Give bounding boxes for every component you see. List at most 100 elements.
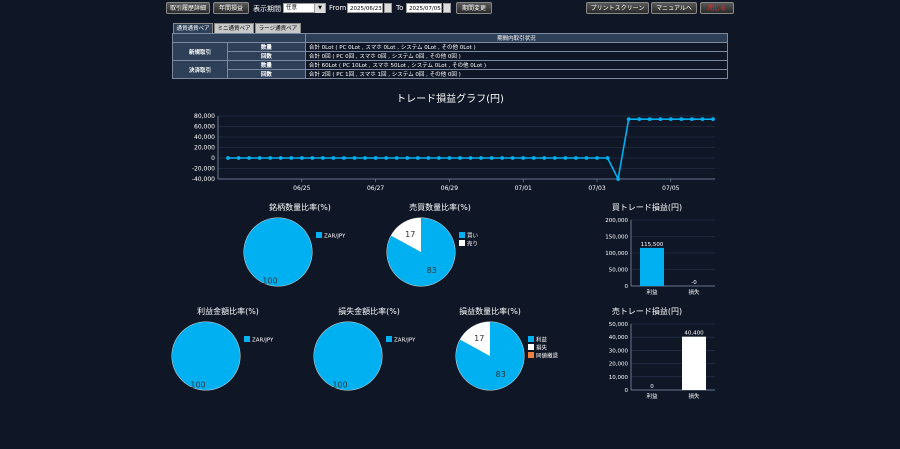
x-tick-label: 06/29 bbox=[441, 185, 458, 192]
loss-amount-pie: 100 ZAR/JPY bbox=[313, 321, 416, 391]
legend-label: ZAR/JPY bbox=[324, 234, 346, 240]
from-date-input[interactable]: 2025/06/23 bbox=[347, 3, 383, 13]
pnl-data-point bbox=[626, 117, 631, 122]
bar-value-label: 40,400 bbox=[684, 331, 704, 337]
tab-mini-pair[interactable]: ミニ通貨ペア bbox=[214, 23, 254, 33]
y-tick-label: 60,000 bbox=[194, 124, 215, 131]
legend-swatch bbox=[386, 336, 392, 342]
pie-slice-label: 17 bbox=[405, 230, 415, 239]
to-date-input[interactable]: 2025/07/05 bbox=[406, 3, 442, 13]
summary-header: 期間内取引状況 bbox=[304, 33, 729, 43]
y-tick-label: 100,000 bbox=[605, 251, 628, 257]
pie-slice-label: 100 bbox=[190, 380, 205, 389]
legend-swatch bbox=[528, 352, 534, 358]
x-tick-label: 損失 bbox=[688, 288, 700, 296]
pie-slice bbox=[391, 218, 421, 252]
pnl-data-point bbox=[489, 156, 494, 160]
row-label: 数量 bbox=[227, 42, 306, 52]
legend-swatch bbox=[316, 232, 322, 238]
legend-label: 売り bbox=[467, 240, 478, 248]
row-value: 合計 0Lot ( PC 0Lot , スマホ 0Lot , システム 0Lot… bbox=[304, 42, 729, 52]
y-tick-label: -40,000 bbox=[192, 176, 215, 183]
tab-large-pair[interactable]: ラージ通貨ペア bbox=[255, 23, 301, 33]
period-select-value: 任意 bbox=[286, 5, 298, 11]
pnl-data-point bbox=[373, 156, 378, 160]
y-tick-label: 50,000 bbox=[609, 322, 629, 328]
pnl-data-point bbox=[605, 156, 610, 160]
pnl-data-point bbox=[226, 156, 230, 160]
pnl-data-point bbox=[679, 117, 684, 122]
pie-slice-label: 83 bbox=[496, 370, 506, 379]
pnl-data-point bbox=[342, 156, 346, 160]
x-tick-label: 07/03 bbox=[588, 185, 605, 192]
x-tick-label: 06/25 bbox=[293, 185, 310, 192]
y-tick-label: 20,000 bbox=[194, 145, 215, 152]
trade-summary-table: 期間内取引状況 新規取引 数量 合計 0Lot ( PC 0Lot , スマホ … bbox=[172, 33, 729, 79]
row-value: 合計 2回 ( PC 1回 , スマホ 1回 , システム 0回 , その他 0… bbox=[304, 69, 729, 79]
pnl-data-point bbox=[711, 117, 715, 122]
pnl-data-point bbox=[521, 156, 526, 160]
pnl-data-point bbox=[510, 156, 515, 160]
pie-slice-label: 100 bbox=[262, 276, 277, 285]
y-tick-label: 0 bbox=[211, 155, 215, 162]
legend-swatch bbox=[528, 344, 534, 350]
row-value: 合計 0回 ( PC 0回 , スマホ 0回 , システム 0回 , その他 0… bbox=[304, 51, 729, 61]
pnl-data-point bbox=[247, 156, 251, 160]
row-label: 回数 bbox=[227, 69, 306, 79]
pnl-series-line bbox=[228, 118, 713, 182]
calendar-icon[interactable] bbox=[443, 3, 451, 13]
pie-slice bbox=[172, 322, 240, 390]
legend-swatch bbox=[244, 336, 250, 342]
legend-label: ZAR/JPY bbox=[394, 338, 416, 344]
row-label: 回数 bbox=[227, 51, 306, 61]
pnl-data-point bbox=[552, 156, 557, 160]
y-tick-label: 200,000 bbox=[605, 218, 628, 224]
pie-title: 銘柄数量比率(%) bbox=[269, 203, 331, 212]
bar-title: 買トレード損益(円) bbox=[611, 203, 683, 212]
close-button[interactable]: 閉じる bbox=[700, 2, 734, 14]
print-screen-button[interactable]: プリントスクリーン bbox=[586, 2, 649, 14]
chevron-down-icon: ▼ bbox=[314, 4, 325, 13]
display-period-label: 表示期間 bbox=[253, 5, 281, 13]
y-tick-label: 40,000 bbox=[194, 134, 215, 141]
legend-swatch bbox=[459, 240, 465, 246]
y-tick-label: 0 bbox=[625, 284, 629, 290]
pnl-data-point bbox=[405, 156, 410, 160]
trade-detail-button[interactable]: 取引履歴詳細 bbox=[166, 2, 210, 14]
trade-pnl-line-chart: 80,000 60,000 40,000 20,000 0 -20,000 -40,000 0… bbox=[192, 113, 715, 192]
x-tick-label: 06/27 bbox=[367, 185, 384, 192]
pnl-data-point bbox=[310, 156, 315, 160]
symbol-quantity-pie: 100 ZAR/JPY bbox=[243, 217, 346, 287]
pnl-data-point bbox=[658, 117, 663, 122]
pnl-data-point bbox=[458, 156, 462, 160]
bar-title: 売トレード損益(円) bbox=[611, 307, 683, 316]
pie-title: 損益数量比率(%) bbox=[459, 307, 521, 316]
pie-slice-label: 100 bbox=[332, 380, 347, 389]
legend-swatch bbox=[459, 232, 465, 238]
pnl-data-point bbox=[320, 156, 325, 160]
period-select[interactable]: 任意 ▼ bbox=[283, 3, 326, 13]
tab-standard-pair[interactable]: 通貨通貨ペア bbox=[173, 23, 213, 33]
pie-slice bbox=[460, 322, 490, 356]
legend-label: ZAR/JPY bbox=[252, 338, 274, 344]
calendar-icon[interactable] bbox=[384, 3, 392, 13]
pnl-data-point bbox=[468, 156, 473, 160]
pnl-data-point bbox=[352, 156, 357, 160]
pie-slice bbox=[314, 322, 382, 390]
pie-slice-label: 83 bbox=[427, 266, 437, 275]
annual-pnl-button[interactable]: 年間損益 bbox=[213, 2, 249, 14]
legend-label: 買い bbox=[467, 233, 479, 240]
pnl-data-point bbox=[563, 156, 568, 160]
x-tick-label: 07/01 bbox=[515, 185, 532, 192]
period-change-button[interactable]: 期間変更 bbox=[456, 2, 492, 14]
pnl-data-point bbox=[574, 156, 578, 160]
pnl-data-point bbox=[236, 156, 241, 160]
manual-button[interactable]: マニュアルへ bbox=[651, 2, 697, 14]
row-value: 合計 60Lot ( PC 10Lot , スマホ 50Lot , システム 0… bbox=[304, 60, 729, 70]
x-tick-label: 損失 bbox=[688, 392, 700, 400]
pnl-data-point bbox=[426, 156, 431, 160]
profit-amount-pie: 100 ZAR/JPY bbox=[171, 321, 274, 391]
pnl-data-point bbox=[289, 156, 294, 160]
